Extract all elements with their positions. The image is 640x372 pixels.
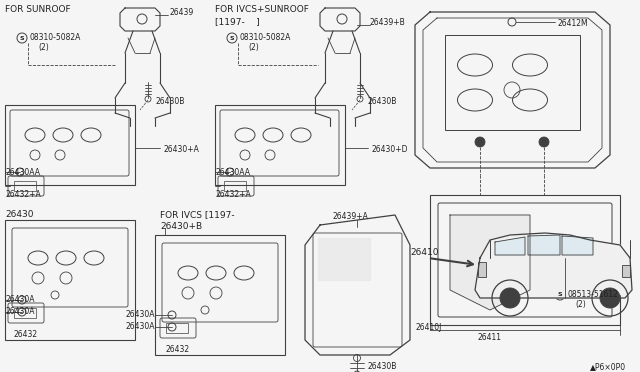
Text: 26430AA: 26430AA (5, 168, 40, 177)
Text: 26439+B: 26439+B (370, 18, 406, 27)
Text: 26430A: 26430A (125, 310, 155, 319)
Text: (2): (2) (575, 300, 586, 309)
Polygon shape (318, 238, 370, 280)
Text: (2): (2) (38, 43, 49, 52)
Bar (155, 235, 285, 355)
Text: 26430A: 26430A (125, 322, 155, 331)
Polygon shape (475, 233, 632, 298)
Bar (622, 265, 630, 277)
Text: S: S (557, 292, 563, 298)
Text: 26430AA: 26430AA (215, 168, 250, 177)
Bar (430, 195, 620, 325)
Bar (5, 105, 135, 185)
Text: 26432+A: 26432+A (5, 190, 41, 199)
Text: 26430B: 26430B (368, 362, 397, 371)
Text: 26410: 26410 (411, 248, 439, 257)
Text: 08310-5082A: 08310-5082A (240, 33, 291, 42)
Text: 26430: 26430 (5, 210, 33, 219)
Polygon shape (450, 215, 530, 310)
Circle shape (539, 137, 549, 147)
Bar (215, 105, 345, 185)
Bar (445, 35, 580, 130)
Text: 26430A: 26430A (5, 307, 35, 316)
Bar (224, 181, 246, 191)
Text: 26432+A: 26432+A (215, 190, 251, 199)
Bar (166, 323, 188, 333)
Polygon shape (495, 237, 525, 255)
Bar (14, 308, 36, 318)
Circle shape (500, 288, 520, 308)
Text: 08310-5082A: 08310-5082A (30, 33, 81, 42)
Text: 26439: 26439 (170, 8, 195, 17)
Text: S: S (230, 35, 234, 41)
Text: 26412M: 26412M (558, 19, 589, 28)
Circle shape (600, 288, 620, 308)
Text: 26430B: 26430B (155, 97, 184, 106)
Text: FOR IVCS+SUNROOF: FOR IVCS+SUNROOF (215, 5, 309, 14)
Text: FOR SUNROOF: FOR SUNROOF (5, 5, 70, 14)
Text: 26430A: 26430A (5, 295, 35, 304)
Bar (478, 262, 486, 277)
Bar (14, 181, 36, 191)
Text: 26430+A: 26430+A (163, 145, 199, 154)
Text: 26430+B: 26430+B (160, 222, 202, 231)
Text: ▲P6×0P0: ▲P6×0P0 (590, 362, 626, 371)
Text: 26439+A: 26439+A (332, 212, 368, 221)
Text: 26430B: 26430B (368, 97, 397, 106)
Text: 26411: 26411 (478, 333, 502, 342)
Polygon shape (528, 235, 560, 255)
Text: 08513-51612: 08513-51612 (568, 290, 619, 299)
Text: [1197-    ]: [1197- ] (215, 17, 260, 26)
Text: (2): (2) (248, 43, 259, 52)
Circle shape (475, 137, 485, 147)
Bar (5, 220, 135, 340)
Text: 26432: 26432 (14, 330, 38, 339)
Text: 26430+D: 26430+D (371, 145, 408, 154)
Polygon shape (562, 236, 593, 255)
Text: 26432: 26432 (166, 345, 190, 354)
Text: 26410J: 26410J (415, 323, 442, 332)
Text: FOR IVCS [1197-: FOR IVCS [1197- (160, 210, 235, 219)
Text: S: S (20, 35, 24, 41)
